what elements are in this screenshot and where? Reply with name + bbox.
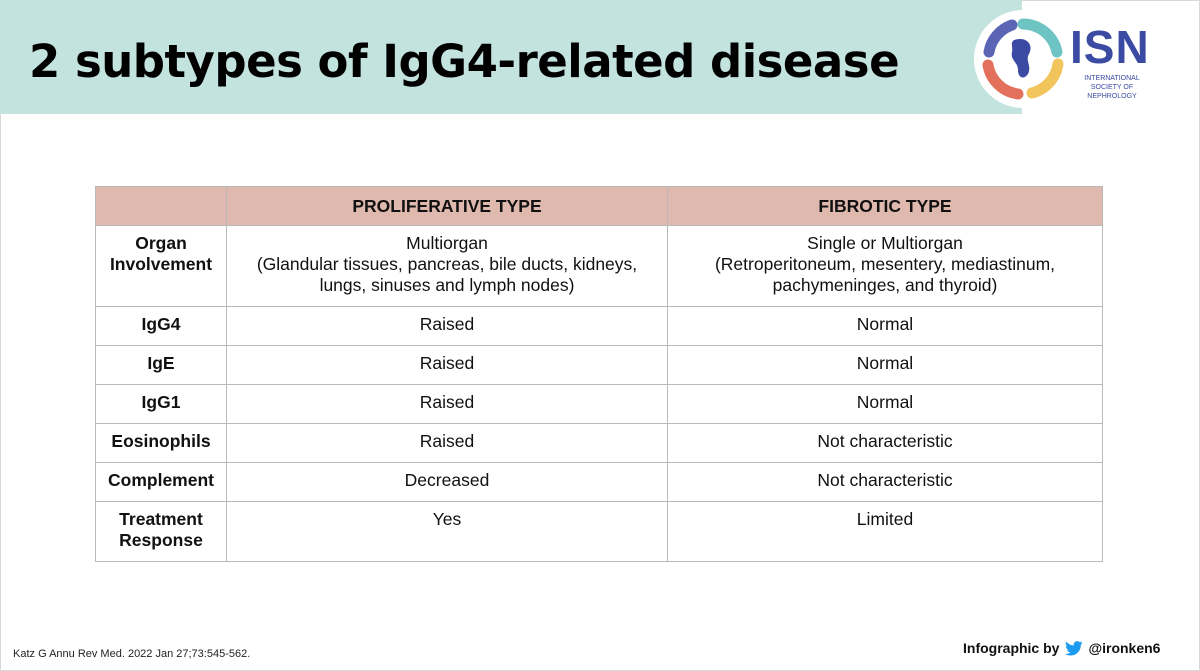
header-proliferative: PROLIFERATIVE TYPE xyxy=(226,186,668,226)
citation: Katz G Annu Rev Med. 2022 Jan 27;73:545-… xyxy=(13,648,251,660)
slide-title: 2 subtypes of IgG4-related disease xyxy=(29,35,900,88)
row-label-line: Organ xyxy=(135,233,187,253)
row-label: IgG1 xyxy=(95,384,227,424)
row-label-line: Response xyxy=(119,530,203,550)
logo-emblem xyxy=(974,10,1072,108)
proliferative-cell: Yes xyxy=(226,501,668,562)
table-row: IgG4 Raised Normal xyxy=(95,306,1103,346)
table-row: Complement Decreased Not characteristic xyxy=(95,462,1103,502)
cell-line: (Retroperitoneum, mesentery, mediastinum… xyxy=(714,254,1056,274)
cell-line: lungs, sinuses and lymph nodes) xyxy=(319,275,575,295)
cell-line: pachymeninges, and thyroid) xyxy=(772,275,998,295)
row-label: Organ Involvement xyxy=(95,225,227,307)
proliferative-cell: Raised xyxy=(226,423,668,463)
proliferative-cell: Raised xyxy=(226,384,668,424)
header-cell-empty xyxy=(95,186,227,226)
comparison-table: PROLIFERATIVE TYPE FIBROTIC TYPE Organ I… xyxy=(95,186,1103,562)
proliferative-cell: Multiorgan (Glandular tissues, pancreas,… xyxy=(226,225,668,307)
table-row: Eosinophils Raised Not characteristic xyxy=(95,423,1103,463)
fibrotic-cell: Not characteristic xyxy=(667,423,1103,463)
header-band xyxy=(0,0,1022,114)
logo-abbr: ISN xyxy=(1070,21,1150,73)
fibrotic-cell: Not characteristic xyxy=(667,462,1103,502)
row-label: Complement xyxy=(95,462,227,502)
cell-line: Multiorgan xyxy=(406,233,488,253)
row-label: Eosinophils xyxy=(95,423,227,463)
row-label: IgG4 xyxy=(95,306,227,346)
infographic-credit: Infographic by @ironken6 xyxy=(963,640,1160,656)
cell-line: Single or Multiorgan xyxy=(807,233,963,253)
row-label-line: Involvement xyxy=(109,254,213,274)
isn-logo: ISN INTERNATIONAL SOCIETY OF NEPHROLOGY xyxy=(974,10,1174,110)
fibrotic-cell: Single or Multiorgan (Retroperitoneum, m… xyxy=(667,225,1103,307)
table-row: Treatment Response Yes Limited xyxy=(95,501,1103,562)
proliferative-cell: Decreased xyxy=(226,462,668,502)
proliferative-cell: Raised xyxy=(226,306,668,346)
table-row: IgE Raised Normal xyxy=(95,345,1103,385)
fibrotic-cell: Normal xyxy=(667,384,1103,424)
twitter-bird-icon xyxy=(1065,640,1084,656)
credit-handle[interactable]: @ironken6 xyxy=(1088,640,1161,656)
header-fibrotic: FIBROTIC TYPE xyxy=(667,186,1103,226)
row-label: Treatment Response xyxy=(95,501,227,562)
row-label-line: Treatment xyxy=(119,509,203,529)
table-row: IgG1 Raised Normal xyxy=(95,384,1103,424)
globe-icon xyxy=(982,18,1064,100)
row-label: IgE xyxy=(95,345,227,385)
table-row: Organ Involvement Multiorgan (Glandular … xyxy=(95,225,1103,307)
fibrotic-cell: Normal xyxy=(667,345,1103,385)
credit-prefix: Infographic by xyxy=(963,640,1060,656)
cell-line: (Glandular tissues, pancreas, bile ducts… xyxy=(256,254,638,274)
fibrotic-cell: Limited xyxy=(667,501,1103,562)
fibrotic-cell: Normal xyxy=(667,306,1103,346)
logo-subtitle: INTERNATIONAL SOCIETY OF NEPHROLOGY xyxy=(1084,75,1140,100)
table-header-row: PROLIFERATIVE TYPE FIBROTIC TYPE xyxy=(95,186,1103,226)
proliferative-cell: Raised xyxy=(226,345,668,385)
